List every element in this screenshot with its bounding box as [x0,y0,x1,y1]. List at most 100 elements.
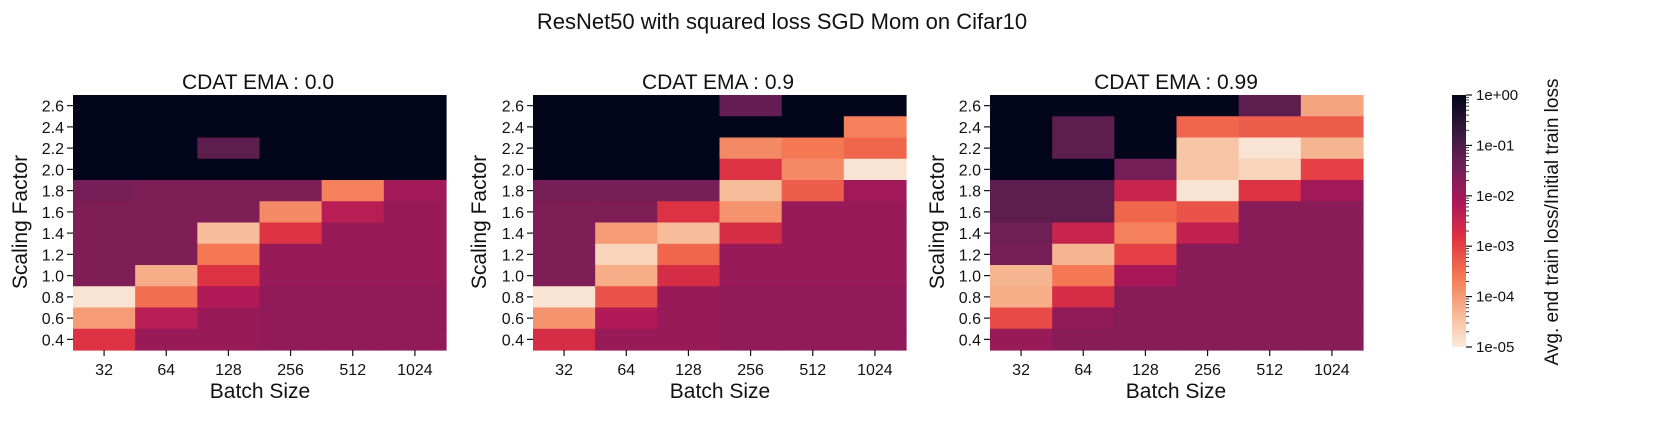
heatmap-cell [1300,137,1364,160]
heatmap-cell [657,286,721,309]
y-tick-label: 1.6 [502,205,524,222]
y-tick-label: 2.2 [42,141,64,158]
heatmap-cell [657,243,721,266]
heatmap-cell [595,116,658,139]
heatmap-cell [990,243,1053,266]
heatmap-cell [197,286,261,309]
heatmap-cell [259,286,323,309]
y-tick-label: 0.8 [959,290,981,307]
x-axis-label: Batch Size [670,380,770,403]
heatmap-cell [135,286,198,309]
heatmap-cell [135,180,198,202]
heatmap-cell [533,180,596,202]
heatmap-cell [321,243,385,266]
heatmap-cell [321,328,385,351]
colorbar-tick-label: 1e-03 [1476,238,1514,255]
heatmap-cell [197,201,261,224]
heatmap-cell [321,158,385,181]
heatmap-cell [781,201,845,224]
heatmap-cell [1176,265,1240,287]
heatmap-cell [1114,137,1178,160]
heatmap-cell [657,158,721,181]
x-tick-label: 64 [617,362,635,379]
x-tick-label: 64 [157,362,175,379]
panel-title: CDAT EMA : 0.0 [182,71,334,94]
colorbar-label: Avg. end train loss/Initial train loss [1542,79,1563,366]
heatmap-cell [197,243,261,266]
heatmap-cell [259,243,323,266]
heatmap-cell [533,201,596,224]
heatmap-cell [719,328,783,351]
heatmap-cell [1176,243,1240,266]
heatmap-cell [1176,286,1240,309]
heatmap-cell [1300,201,1364,224]
heatmap-cell [1114,95,1178,117]
heatmap-cell [533,158,596,181]
heatmap-cell [533,265,596,287]
heatmap-cell [843,222,907,245]
heatmap-cell [533,95,596,117]
heatmap-cell [135,158,198,181]
heatmap-cell [657,95,721,117]
x-tick-label: 32 [95,362,113,379]
y-tick-label: 1.8 [959,184,981,201]
x-axis-label: Batch Size [210,380,310,403]
heatmap-cell [595,286,658,309]
colorbar-tick-label: 1e-02 [1476,188,1514,205]
y-tick-label: 2.4 [42,120,64,137]
heatmap-cell [657,201,721,224]
y-tick-label: 0.6 [502,311,524,328]
y-tick-label: 1.2 [42,247,64,264]
heatmap-cell [259,158,323,181]
heatmap-cell [197,137,261,160]
heatmap-cell [1300,286,1364,309]
y-tick-label: 2.4 [959,120,981,137]
heatmap-cell [321,137,385,160]
heatmap-cell [135,222,198,245]
heatmap-cell [990,222,1053,245]
heatmap-cell [781,158,845,181]
heatmap-cell [843,158,907,181]
heatmap-cell [1114,286,1178,309]
y-tick-label: 2.6 [959,99,981,116]
heatmap-cell [781,222,845,245]
x-tick-label: 32 [1012,362,1030,379]
heatmap-cell [533,243,596,266]
heatmap-cell [259,328,323,351]
heatmap-cell [719,116,783,139]
heatmap-cell [73,180,136,202]
x-tick-label: 32 [555,362,573,379]
heatmap-cell [73,137,136,160]
heatmap-cell [1114,328,1178,351]
heatmap-cell [1114,180,1178,202]
heatmap-cell [533,286,596,309]
heatmap-cell [135,307,198,330]
heatmap-cell [197,158,261,181]
colorbar-tick-label: 1e-05 [1476,339,1514,356]
x-tick-label: 512 [339,362,366,379]
y-tick-label: 1.2 [502,247,524,264]
x-tick-label: 1024 [857,362,893,379]
x-tick-label: 128 [215,362,242,379]
heatmap-cell [135,243,198,266]
heatmap-cell [781,328,845,351]
heatmap-cell [383,201,447,224]
y-tick-label: 1.0 [502,269,524,286]
heatmap-cell [1238,286,1302,309]
heatmap-cell [1300,180,1364,202]
heatmap-cell [657,265,721,287]
heatmap-cell [73,222,136,245]
heatmap-cell [781,116,845,139]
heatmap-cell [321,307,385,330]
heatmap-cell [73,328,136,351]
colorbar-gradient [1452,95,1466,347]
heatmap-cell [843,137,907,160]
heatmap-cell [383,265,447,287]
heatmap-cell [73,116,136,139]
y-tick-label: 0.4 [502,332,524,349]
heatmap-cell [1238,201,1302,224]
heatmap-cell [657,307,721,330]
y-tick-label: 2.6 [42,99,64,116]
heatmap-cell [1114,222,1178,245]
heatmap-cell [1052,158,1115,181]
